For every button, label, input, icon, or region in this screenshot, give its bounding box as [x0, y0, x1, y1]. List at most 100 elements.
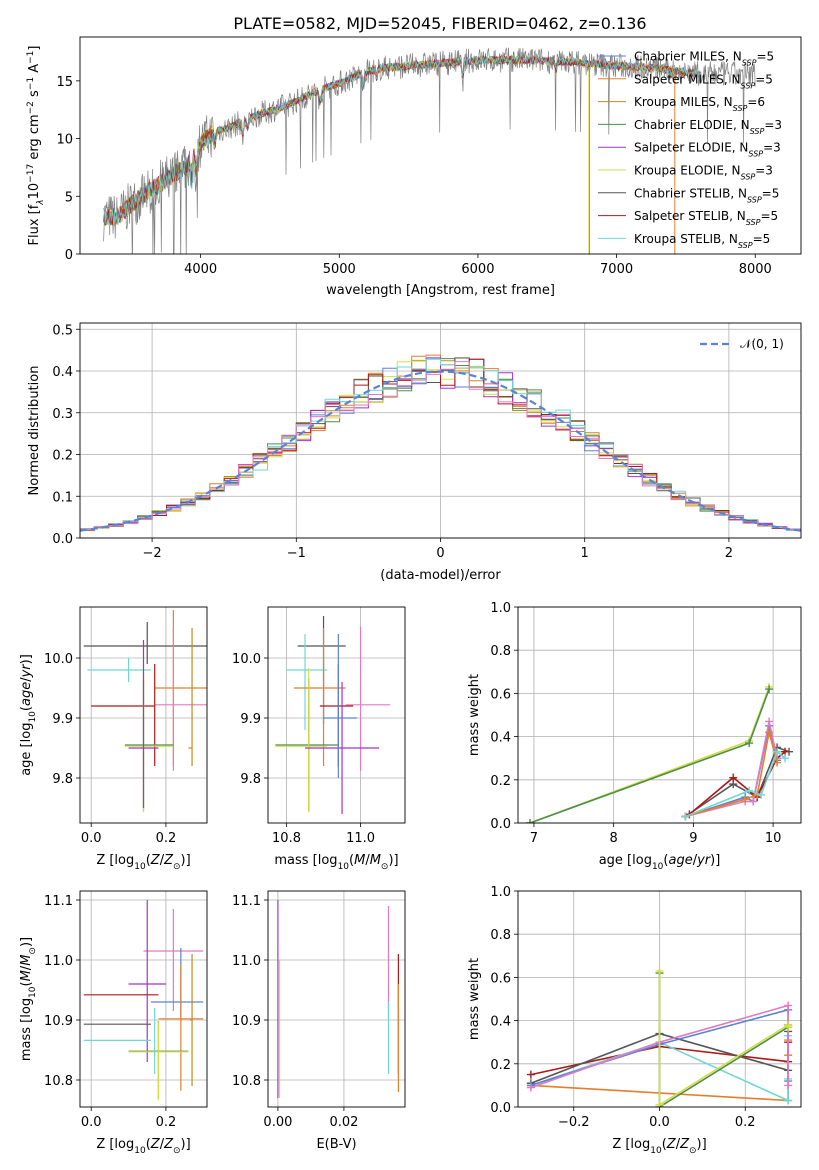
label-part: Flux [f: [27, 204, 42, 245]
x-tick-label: 7: [530, 831, 538, 846]
label-part: (: [663, 853, 668, 868]
y-tick-label: 15: [56, 75, 73, 90]
legend-text: =5: [760, 209, 778, 223]
label-part: )]: [19, 654, 34, 664]
label-part: −17: [26, 164, 36, 183]
y-tick-label: 11.0: [44, 954, 73, 969]
x-tick-label: 0.2: [156, 1115, 177, 1130]
y-tick-label: 9.8: [52, 772, 73, 787]
legend-label: Kroupa ELODIE, NSSP=3: [634, 164, 773, 182]
label-part: Z [log: [96, 853, 134, 868]
label-part: /: [676, 1137, 681, 1152]
mass-weight-point: [784, 1001, 793, 1010]
legend-text: Kroupa ELODIE, N: [634, 164, 741, 178]
mass-weight-line: [658, 973, 789, 1107]
plot-area: [277, 900, 399, 1098]
y-tick-label: 0.8: [490, 644, 511, 659]
mass-weight-point: [525, 819, 534, 823]
axes-frame: [79, 322, 802, 539]
label-part: (: [349, 853, 354, 868]
spectrum-model-line: [103, 55, 700, 227]
mass-weight-point: [745, 786, 754, 795]
spectrum-model-line: [103, 55, 700, 227]
label-part: /: [19, 965, 34, 970]
label-part: ⊙: [381, 862, 389, 872]
label-part: 10: [650, 1146, 662, 1156]
label-part: M: [370, 853, 381, 868]
x-axis-label: Z [log10(Z/Z⊙)]: [612, 1137, 706, 1156]
y-tick-label: 11.0: [232, 954, 261, 969]
mass-weight-point: [745, 739, 754, 748]
x-tick-label: −1: [287, 546, 306, 561]
label-part: 10: [338, 862, 350, 872]
legend-text: Salpeter STELIB, N: [634, 209, 746, 223]
plot-area: [83, 900, 204, 1100]
y-tick-label: 0.2: [490, 774, 511, 789]
y-tick-label: 9.9: [240, 712, 261, 727]
label-part: 10: [652, 862, 664, 872]
label-part: −2: [26, 101, 36, 114]
legend-sub: SSP: [747, 195, 762, 204]
label-part: mass [log: [274, 853, 337, 868]
legend-sub: SSP: [741, 81, 756, 90]
label-part: 10: [134, 862, 146, 872]
y-axis-label: mass weight: [467, 958, 482, 1040]
panel-age_vs_mass: 10.8 11.0 9.8 9.9 10.0: [232, 606, 406, 846]
x-tick-label: 0: [436, 546, 444, 561]
legend-text: Salpeter ELODIE, N: [634, 141, 748, 155]
legend-text: Kroupa STELIB, N: [634, 232, 738, 246]
label-part: M: [354, 853, 365, 868]
axes-frame: [267, 606, 406, 824]
y-tick-label: 0.0: [490, 1101, 511, 1116]
y-tick-label: 0.0: [52, 532, 73, 547]
x-axis-label: mass [log10(M/M⊙)]: [274, 853, 398, 872]
legend-sub: SSP: [746, 218, 761, 227]
mass-weight-point: [784, 1023, 793, 1032]
y-tick-label: 9.9: [52, 712, 73, 727]
x-tick-label: 0.0: [649, 1115, 670, 1130]
y-tick-label: 0: [65, 248, 73, 263]
x-axis-label: wavelength [Angstrom, rest frame]: [326, 283, 555, 298]
x-tick-label: −2: [143, 546, 162, 561]
spectrum-model-line: [103, 55, 700, 225]
mass-weight-point: [681, 812, 690, 821]
y-tick-label: 10.8: [232, 1074, 261, 1089]
y-tick-label: 0.8: [490, 928, 511, 943]
legend-label: Chabrier STELIB, NSSP=5: [634, 186, 779, 204]
label-part: age [log: [599, 853, 652, 868]
mass-weight-line: [530, 1004, 789, 1089]
mass-weight-point: [773, 758, 782, 767]
label-part: 10: [134, 1146, 146, 1156]
spectrum-model-line: [103, 54, 700, 227]
x-tick-label: −0.2: [558, 1115, 590, 1130]
y-axis-label: Flux [fλ10−17 erg cm−2 s−1 A−1]: [26, 46, 46, 246]
mass-weight-point: [526, 1083, 535, 1092]
legend-text: Chabrier STELIB, N: [634, 186, 747, 200]
x-tick-label: 0.2: [156, 831, 177, 846]
label-part: (: [19, 981, 34, 986]
label-part: Z: [163, 853, 174, 868]
axes-frame: [79, 36, 802, 255]
label-part: Z: [150, 853, 161, 868]
x-tick-label: 11.0: [346, 831, 375, 846]
x-tick-label: 7000: [600, 262, 633, 277]
mass-weight-line: [658, 970, 789, 1107]
label-part: (: [662, 1137, 667, 1152]
x-tick-label: 10: [765, 831, 782, 846]
x-tick-label: 6000: [461, 262, 494, 277]
x-tick-label: 8: [610, 831, 618, 846]
label-part: Z [log: [612, 1137, 650, 1152]
mass-weight-point: [765, 717, 774, 726]
x-tick-label: 8000: [739, 262, 772, 277]
normal-curve: [80, 370, 801, 532]
label-part: 10: [27, 183, 42, 200]
label-part: Z: [150, 1137, 161, 1152]
y-tick-label: 0.2: [490, 1058, 511, 1073]
plot-area: [83, 610, 207, 813]
mass-weight-point: [773, 747, 782, 756]
label-part: age: [19, 682, 34, 706]
legend-text: =6: [747, 95, 765, 109]
x-tick-label: 0.2: [735, 1115, 756, 1130]
spectrum-model-line: [103, 55, 700, 226]
y-axis-label: age [log10(age/yr)]: [19, 654, 38, 776]
